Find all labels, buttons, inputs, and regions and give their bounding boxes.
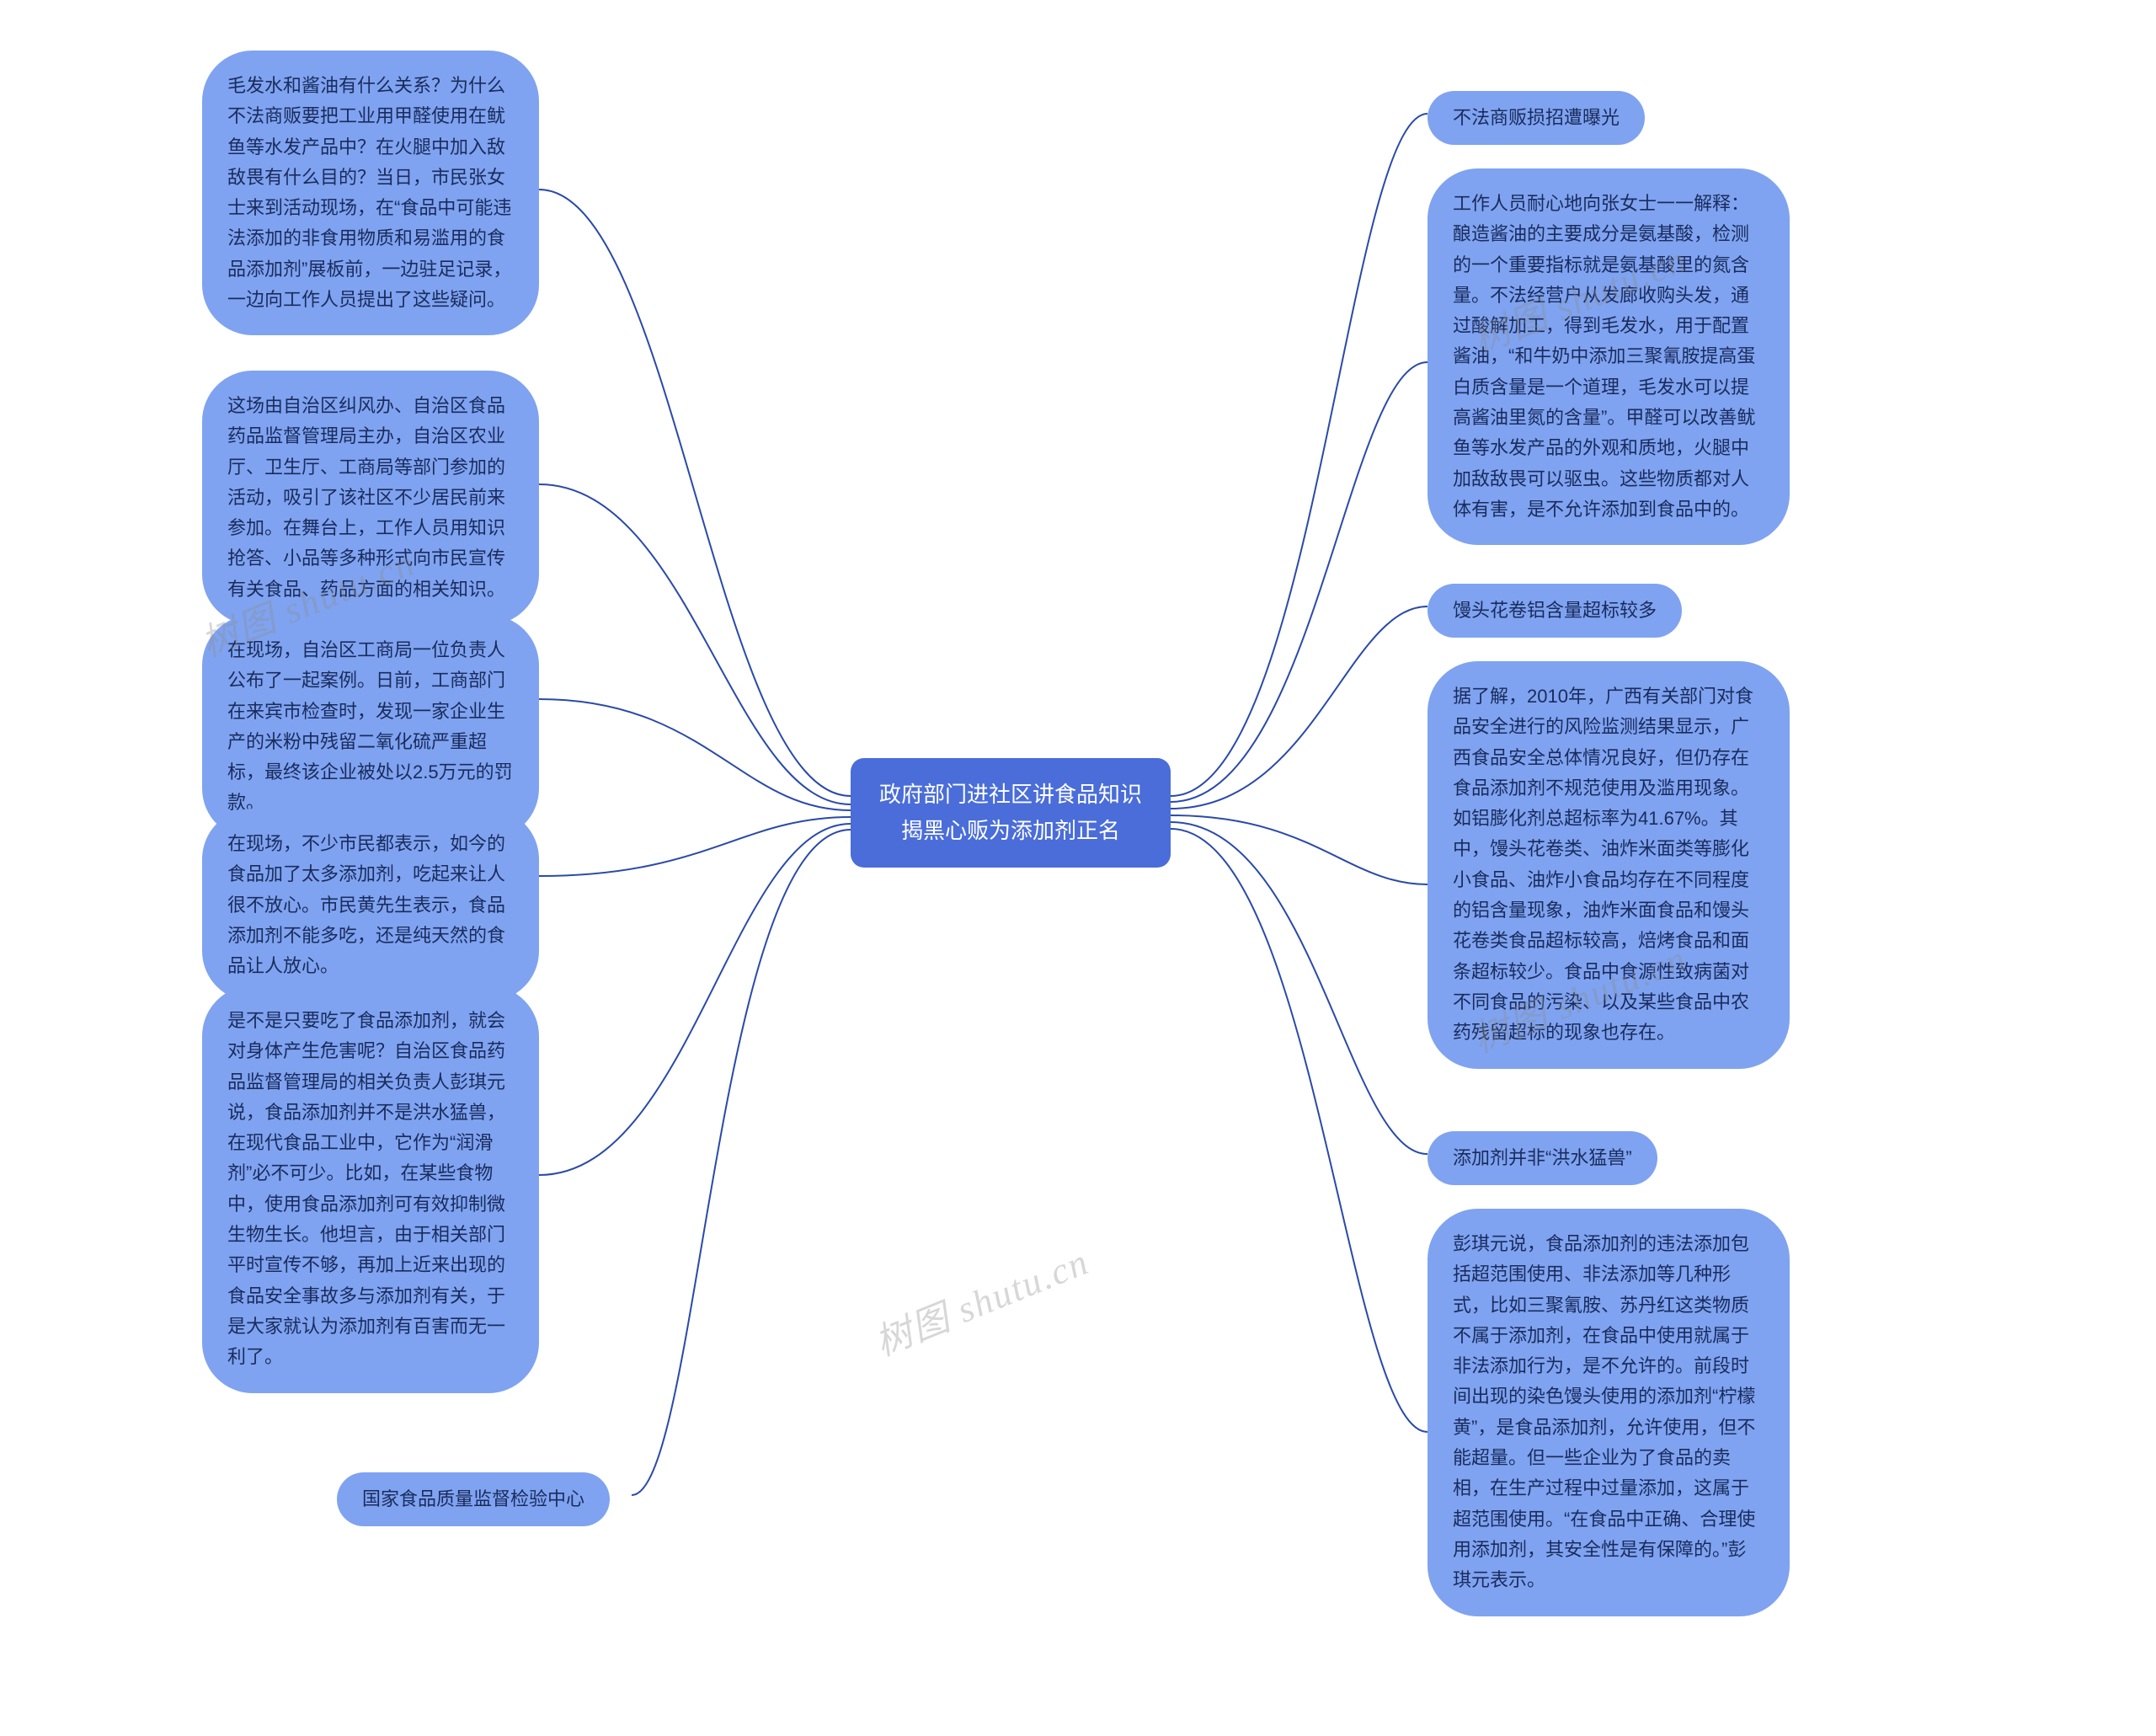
watermark-2: 树图 shutu.cn [866, 1231, 1096, 1366]
left-node-2[interactable]: 这场由自治区纠风办、自治区食品药品监督管理局主办，自治区农业厅、卫生厅、工商局等… [202, 371, 539, 625]
right-node-5[interactable]: 添加剂并非“洪水猛兽” [1428, 1131, 1657, 1185]
right-node-4[interactable]: 据了解，2010年，广西有关部门对食品安全进行的风险监测结果显示，广西食品安全总… [1428, 661, 1790, 1069]
right-node-1[interactable]: 不法商贩损招遭曝光 [1428, 91, 1645, 145]
left-node-1[interactable]: 毛发水和酱油有什么关系？为什么不法商贩要把工业用甲醛使用在鱿鱼等水发产品中？在火… [202, 51, 539, 335]
left-node-4[interactable]: 在现场，不少市民都表示，如今的食品加了太多添加剂，吃起来让人很不放心。市民黄先生… [202, 809, 539, 1002]
left-node-3[interactable]: 在现场，自治区工商局一位负责人公布了一起案例。日前，工商部门在来宾市检查时，发现… [202, 615, 539, 839]
left-node-5[interactable]: 是不是只要吃了食品添加剂，就会对身体产生危害呢？自治区食品药品监督管理局的相关负… [202, 986, 539, 1393]
right-node-6[interactable]: 彭琪元说，食品添加剂的违法添加包括超范围使用、非法添加等几种形式，比如三聚氰胺、… [1428, 1209, 1790, 1616]
right-node-2[interactable]: 工作人员耐心地向张女士一一解释：酿造酱油的主要成分是氨基酸，检测的一个重要指标就… [1428, 168, 1790, 545]
right-node-3[interactable]: 馒头花卷铝含量超标较多 [1428, 584, 1682, 638]
center-node[interactable]: 政府部门进社区讲食品知识 揭黑心贩为添加剂正名 [851, 758, 1171, 868]
left-node-6[interactable]: 国家食品质量监督检验中心 [337, 1472, 610, 1526]
